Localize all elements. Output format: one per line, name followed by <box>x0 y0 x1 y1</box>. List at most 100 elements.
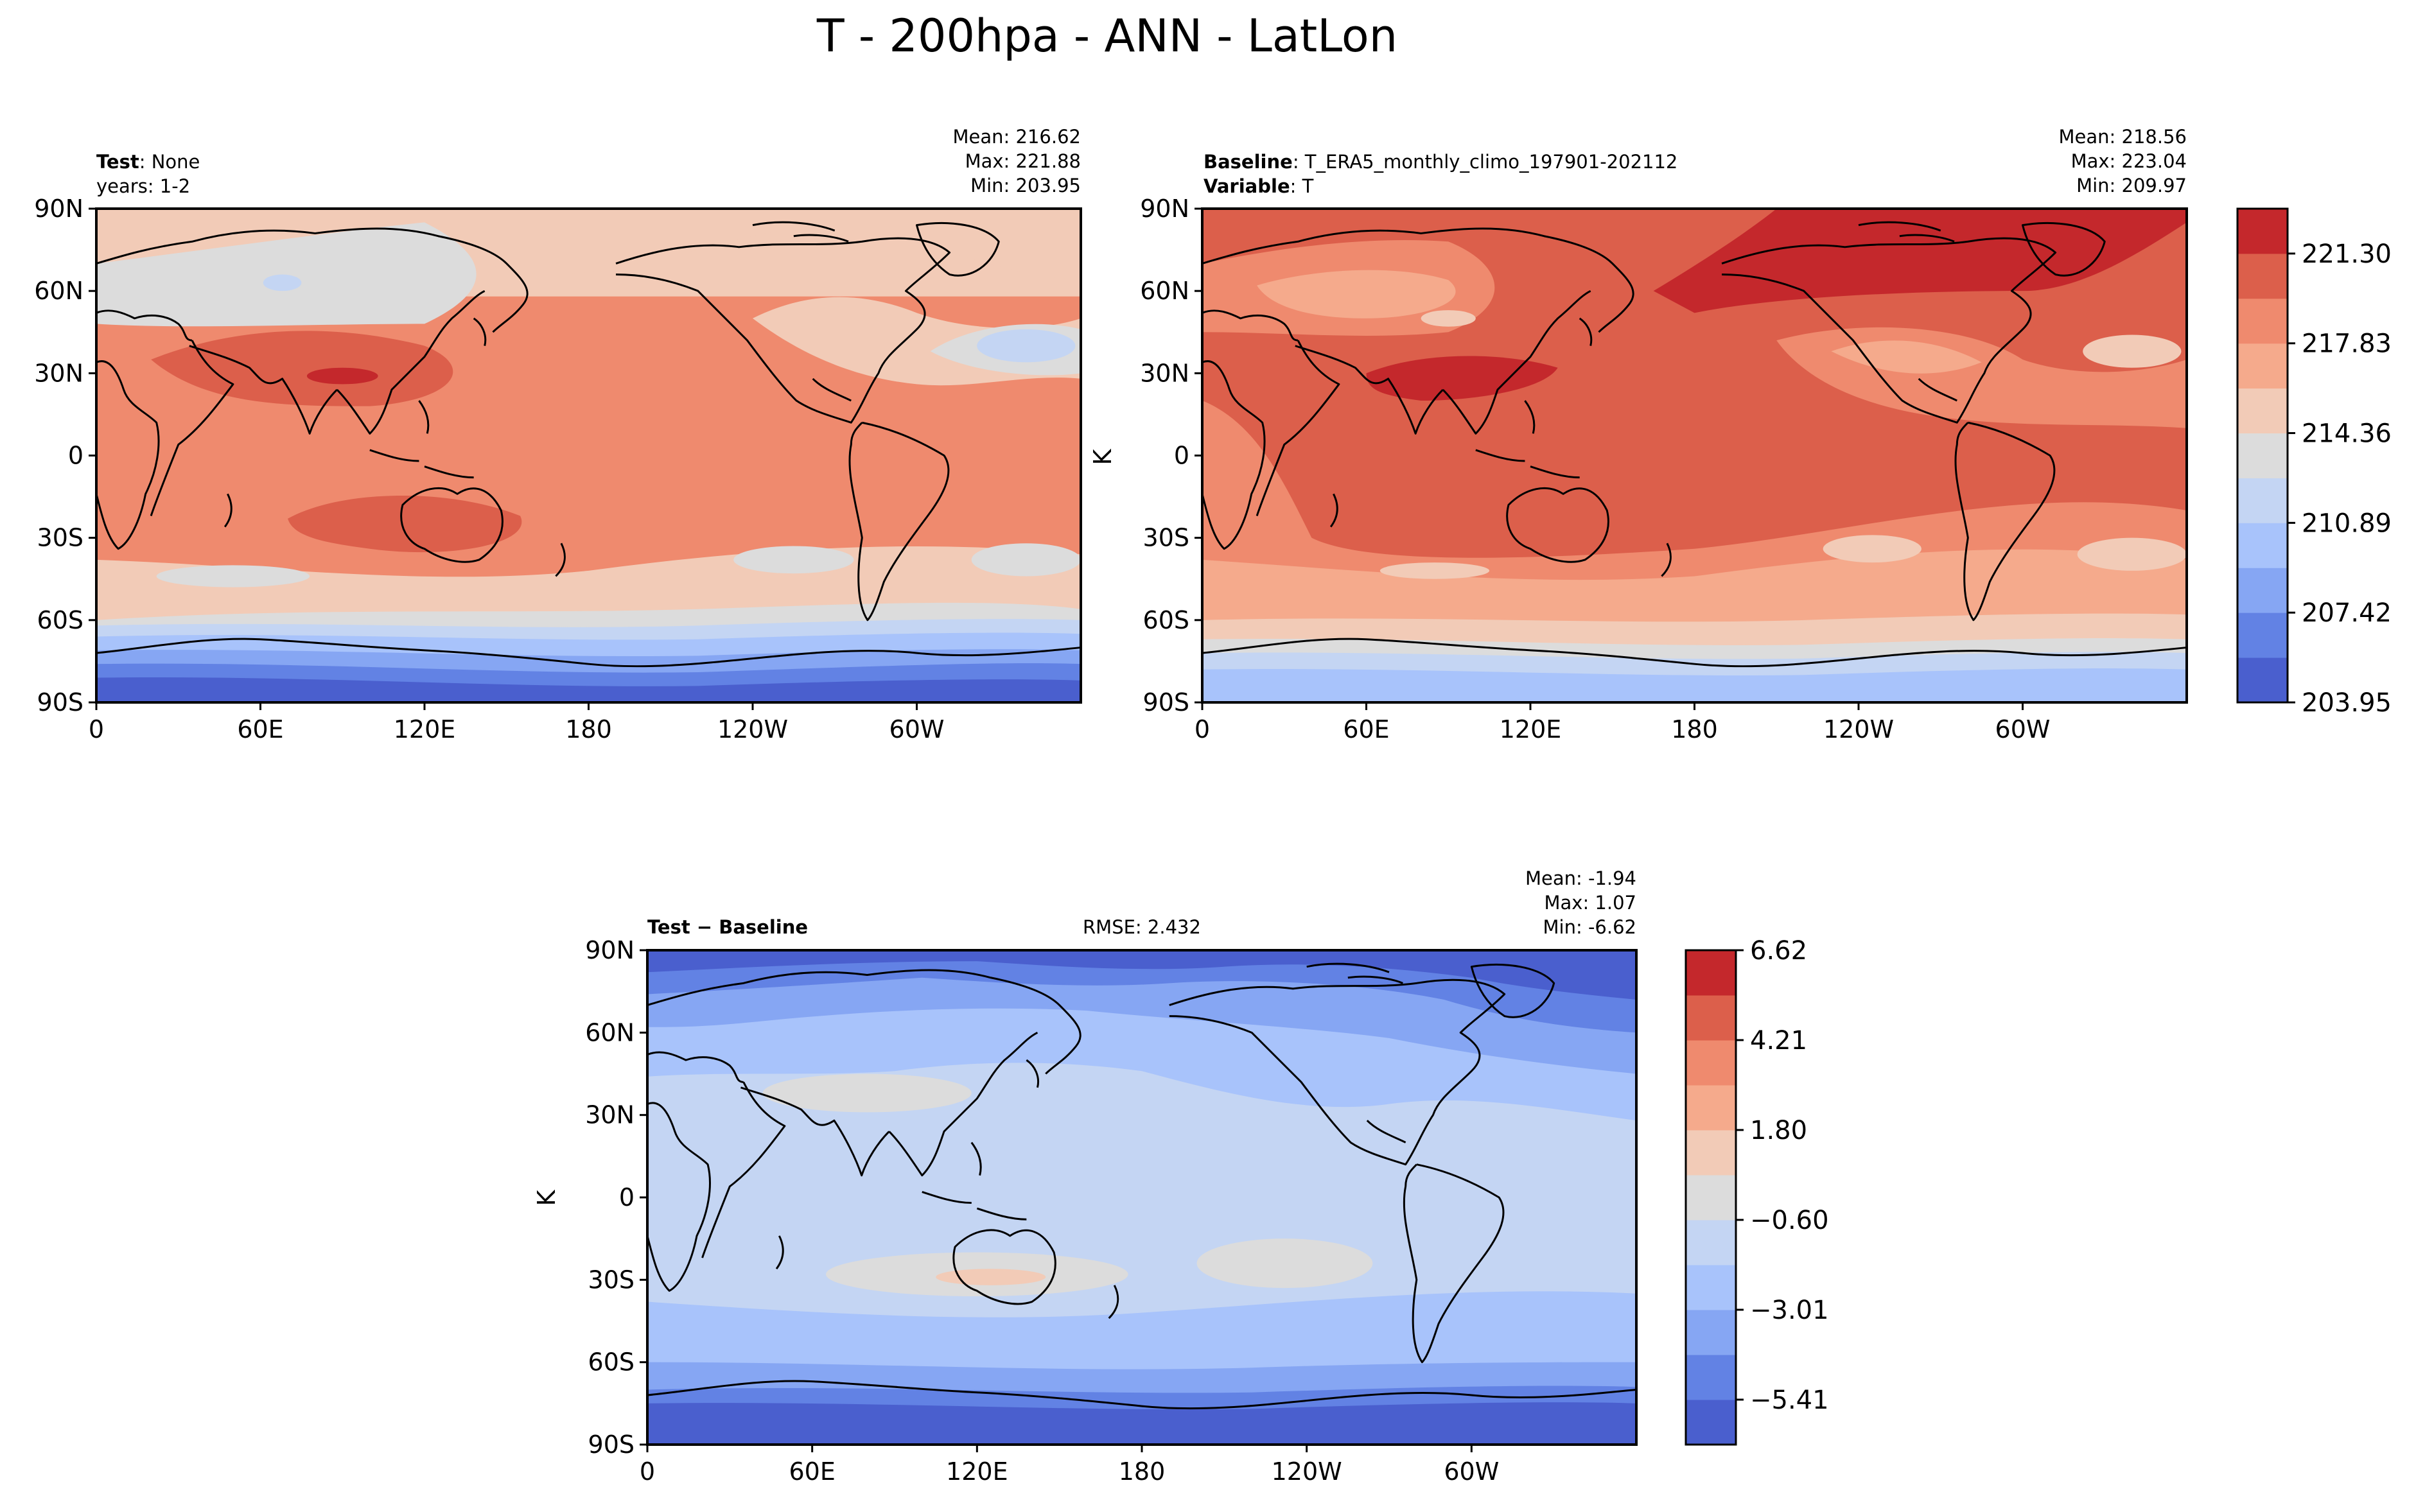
colorbar-tick-label: 210.89 <box>2302 508 2392 538</box>
diff-asia-gray <box>762 1073 972 1113</box>
lat-tick-label: 90S <box>588 1430 635 1459</box>
colorbar-tick-label: 6.62 <box>1750 936 1807 966</box>
diff-lat-ticks: 90N 60N 30N 0 30S 60S 90S <box>585 936 647 1459</box>
test-mean: Mean: 216.62 <box>953 126 1081 148</box>
baseline-siberia-hot <box>1653 209 2187 313</box>
colorbar-swatch <box>1686 1220 1736 1265</box>
colorbar-tick-label: 203.95 <box>2302 688 2392 718</box>
baseline-south-pale-c <box>2077 537 2187 571</box>
colorbar-swatch <box>2237 657 2288 703</box>
lat-tick-label: 90S <box>1143 688 1189 717</box>
main-colorbar: 221.30 217.83 214.36 210.89 207.42 203.95 <box>2236 207 2392 718</box>
lon-tick-label: 120E <box>394 715 456 743</box>
colorbar-tick-label: −0.60 <box>1750 1206 1829 1235</box>
diff-lon-ticks: 0 60E 120E 180 120W 60W <box>640 1445 1499 1486</box>
colorbar-tick-label: 4.21 <box>1750 1026 1807 1056</box>
lon-tick-label: 60E <box>789 1457 835 1486</box>
colorbar-swatch <box>1686 1130 1736 1176</box>
lat-tick-label: 30N <box>585 1101 635 1129</box>
diff-pacific-gray <box>1196 1238 1373 1289</box>
colorbar-swatch <box>2237 433 2288 478</box>
lon-tick-label: 120W <box>1823 715 1894 743</box>
colorbar-swatch <box>2237 343 2288 389</box>
lon-tick-label: 60W <box>1995 715 2051 743</box>
lon-tick-label: 180 <box>565 715 612 743</box>
lat-tick-label: 90N <box>585 936 635 964</box>
lon-tick-label: 120E <box>946 1457 1008 1486</box>
lon-tick-label: 60E <box>1343 715 1389 743</box>
lat-tick-label: 60S <box>588 1348 635 1377</box>
baseline-na-neutral <box>1831 340 1982 374</box>
diff-panel: Test − Baseline RMSE: 2.432 Mean: -1.94 … <box>532 867 1829 1486</box>
baseline-tibet-hot <box>1366 356 1558 401</box>
test-lat-ticks: 90N 60N 30N 0 30S 60S 90S <box>34 195 96 717</box>
baseline-south-pale-a <box>1379 562 1490 579</box>
colorbar-swatch <box>2237 253 2288 299</box>
lon-tick-label: 0 <box>640 1457 655 1486</box>
test-value: : None <box>139 151 200 173</box>
baseline-lat-ticks: 90N 60N 30N 0 30S 60S 90S <box>1140 195 1202 717</box>
lat-tick-label: 90N <box>1140 195 1189 223</box>
lat-tick-label: 30S <box>588 1265 635 1294</box>
baseline-west-neutral <box>1257 270 1456 318</box>
colorbar-swatch <box>2237 478 2288 523</box>
colorbar-swatch <box>1686 995 1736 1041</box>
colorbar-swatch <box>2237 388 2288 434</box>
lat-tick-label: 30N <box>34 359 83 387</box>
lon-tick-label: 60E <box>237 715 283 743</box>
figure-title: T - 200hpa - ANN - LatLon <box>816 10 1397 62</box>
test-siberia-neutral <box>96 222 477 327</box>
diff-mean: Mean: -1.94 <box>1525 867 1636 889</box>
lon-tick-label: 0 <box>89 715 104 743</box>
test-min: Min: 203.95 <box>970 175 1081 196</box>
diff-north-l0 <box>647 950 1636 1000</box>
baseline-header-1: Baseline: T_ERA5_monthly_climo_197901-20… <box>1204 151 1677 173</box>
test-label: Test <box>96 151 139 173</box>
test-band-l0 <box>96 677 1081 702</box>
colorbar-swatch <box>2237 613 2288 658</box>
baseline-map <box>1202 209 2187 702</box>
colorbar-swatch <box>1686 1265 1736 1310</box>
lat-tick-label: 90S <box>37 688 83 717</box>
test-map <box>96 209 1081 702</box>
colorbar-tick-label: −3.01 <box>1750 1296 1829 1325</box>
diff-south-l0 <box>647 1402 1636 1445</box>
test-south-gray-c <box>971 543 1081 577</box>
colorbar-tick-label: 214.36 <box>2302 419 2392 449</box>
test-atlantic-blue <box>977 329 1076 363</box>
test-lon-ticks: 0 60E 120E 180 120W 60W <box>89 702 945 743</box>
colorbar-swatch <box>2237 523 2288 568</box>
lon-tick-label: 120W <box>1272 1457 1342 1486</box>
lat-tick-label: 90N <box>34 195 83 223</box>
test-south-gray-a <box>156 565 310 587</box>
colorbar-swatch <box>2237 298 2288 344</box>
colorbar-swatch <box>1686 1310 1736 1355</box>
variable-label: Variable <box>1204 175 1290 197</box>
lon-tick-label: 60W <box>1444 1457 1499 1486</box>
colorbar-swatch <box>2237 568 2288 613</box>
lat-tick-label: 60N <box>585 1018 635 1047</box>
baseline-label: Baseline <box>1204 151 1293 173</box>
colorbar-swatch <box>1686 1085 1736 1131</box>
test-australia-warm <box>288 495 522 553</box>
diff-north-l1 <box>647 950 1636 1033</box>
baseline-ylabel: K <box>1089 448 1117 465</box>
lon-tick-label: 120W <box>717 715 788 743</box>
test-max: Max: 221.88 <box>965 150 1081 172</box>
baseline-atlantic-pale <box>2083 335 2182 368</box>
lon-tick-label: 60W <box>889 715 945 743</box>
test-tibet-hot <box>306 367 378 385</box>
diff-rmse: RMSE: 2.432 <box>1083 916 1201 938</box>
test-arctic-neutral <box>96 209 1081 281</box>
colorbar-swatch <box>1686 1355 1736 1400</box>
test-south-gray-b <box>733 546 854 574</box>
colorbar-tick-label: −5.41 <box>1750 1386 1829 1415</box>
diff-max: Max: 1.07 <box>1544 892 1636 914</box>
colorbar-tick-label: 217.83 <box>2302 329 2392 359</box>
lat-tick-label: 0 <box>68 442 83 470</box>
colorbar-frame <box>2236 207 2289 704</box>
test-years: years: 1-2 <box>96 175 190 197</box>
baseline-west-pale <box>1421 310 1476 327</box>
baseline-max: Max: 223.04 <box>2071 150 2187 172</box>
